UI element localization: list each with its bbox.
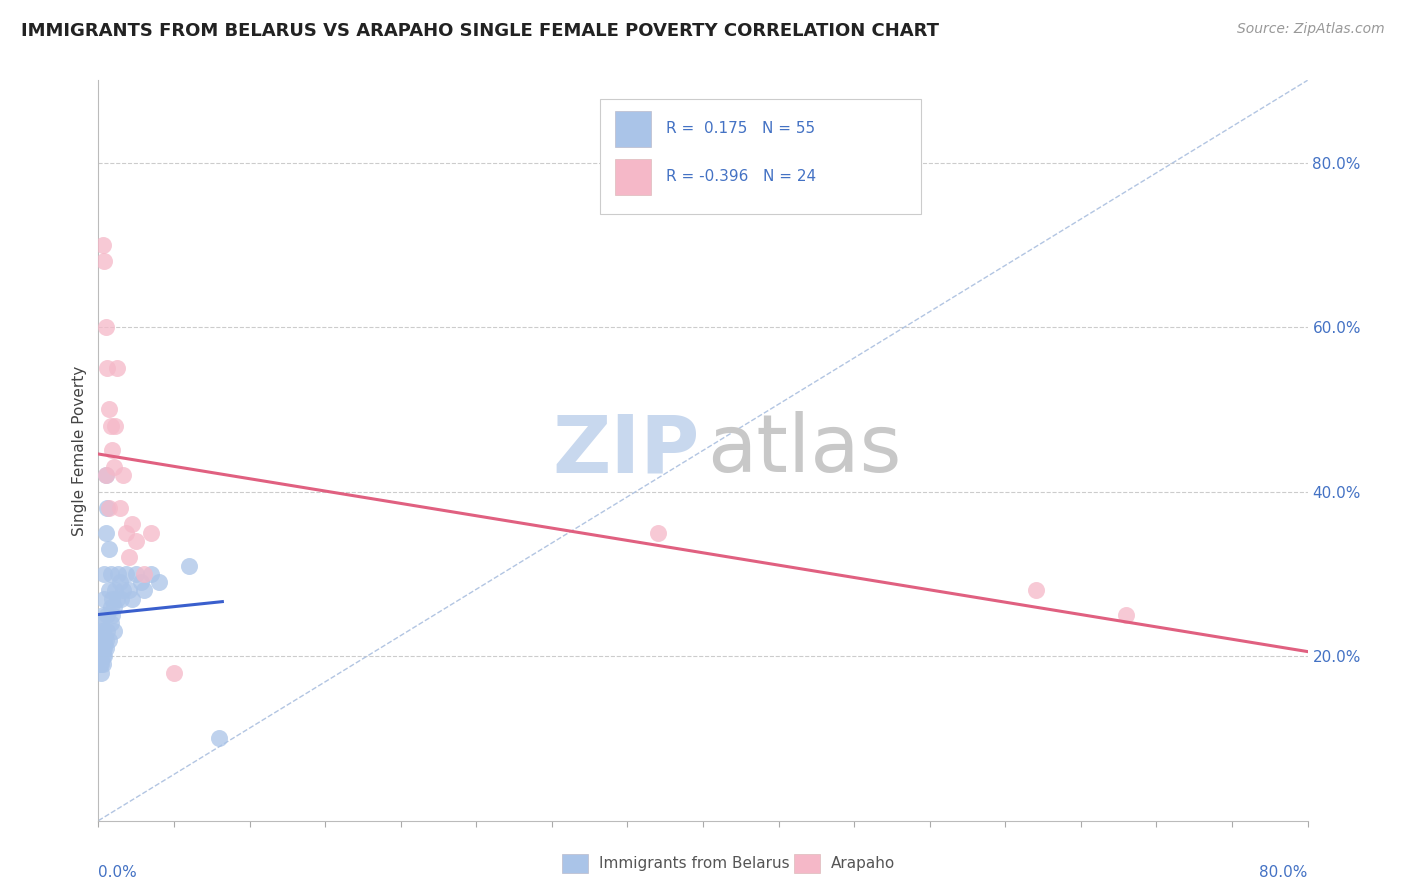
Point (94, 632, 117, 647)
Point (91, 640, 114, 655)
Point (90, 649, 112, 664)
Point (108, 501, 131, 516)
Point (1115, 607, 1137, 622)
Point (141, 525, 163, 540)
Bar (614, 160, 651, 195)
Point (107, 566, 129, 581)
Text: Immigrants from Belarus: Immigrants from Belarus (599, 856, 790, 871)
Point (105, 591, 128, 606)
Text: IMMIGRANTS FROM BELARUS VS ARAPAHO SINGLE FEMALE POVERTY CORRELATION CHART: IMMIGRANTS FROM BELARUS VS ARAPAHO SINGL… (21, 22, 939, 40)
Point (125, 533, 148, 548)
Point (93, 566, 115, 581)
Point (98, 501, 121, 516)
Point (101, 607, 124, 622)
Point (89, 624, 111, 639)
Point (89, 657, 111, 672)
Point (91, 632, 114, 647)
Point (103, 599, 125, 614)
Point (101, 591, 124, 606)
Point (91, 624, 114, 639)
Point (104, 418, 127, 433)
Point (148, 575, 170, 590)
Point (100, 418, 122, 433)
Text: Arapaho: Arapaho (831, 856, 896, 871)
Point (163, 665, 186, 680)
Point (647, 525, 669, 540)
Text: R = -0.396   N = 24: R = -0.396 N = 24 (665, 169, 815, 184)
Point (94, 525, 117, 540)
Text: Source: ZipAtlas.com: Source: ZipAtlas.com (1237, 22, 1385, 37)
Point (89, 632, 111, 647)
Point (118, 583, 141, 598)
Bar (614, 112, 651, 147)
Point (108, 575, 131, 590)
Point (121, 591, 143, 606)
Point (90, 632, 112, 647)
Point (90, 657, 112, 672)
Point (93, 649, 115, 664)
Y-axis label: Single Female Poverty: Single Female Poverty (72, 366, 87, 535)
Point (121, 517, 143, 532)
Point (129, 575, 152, 590)
Point (111, 468, 134, 483)
Point (125, 566, 148, 581)
Point (91, 649, 114, 664)
Point (90, 665, 112, 680)
Point (118, 550, 141, 565)
Point (96, 624, 118, 639)
Text: atlas: atlas (707, 411, 901, 490)
Text: 80.0%: 80.0% (1260, 865, 1308, 880)
Point (179, 558, 201, 573)
Point (111, 583, 134, 598)
Point (141, 566, 163, 581)
Point (94, 320, 117, 334)
Point (96, 501, 118, 516)
Point (110, 591, 132, 606)
Point (93, 254, 115, 268)
Point (98, 542, 121, 557)
Point (91, 237, 114, 252)
Point (208, 731, 231, 746)
Point (96, 607, 118, 622)
Point (98, 632, 121, 647)
Text: 0.0%: 0.0% (98, 865, 138, 880)
Point (101, 443, 124, 458)
Point (114, 525, 136, 540)
Text: ZIP: ZIP (553, 411, 699, 490)
Point (90, 640, 112, 655)
Point (94, 468, 117, 483)
Point (91, 657, 114, 672)
Point (91, 607, 114, 622)
Point (100, 566, 122, 581)
Point (93, 591, 115, 606)
Point (93, 640, 115, 655)
Point (98, 402, 121, 417)
Point (1024, 583, 1046, 598)
Point (89, 640, 111, 655)
Point (104, 583, 127, 598)
Point (90, 616, 112, 631)
Point (132, 583, 155, 598)
FancyBboxPatch shape (600, 99, 921, 213)
Point (103, 624, 125, 639)
Point (94, 468, 117, 483)
Point (105, 361, 128, 376)
Point (98, 583, 121, 598)
Point (96, 361, 118, 376)
Point (93, 632, 115, 647)
Text: R =  0.175   N = 55: R = 0.175 N = 55 (665, 121, 814, 136)
Point (94, 640, 117, 655)
Point (89, 649, 111, 664)
Point (100, 616, 122, 631)
Point (114, 566, 136, 581)
Point (132, 566, 155, 581)
Point (103, 459, 125, 474)
Point (100, 599, 122, 614)
